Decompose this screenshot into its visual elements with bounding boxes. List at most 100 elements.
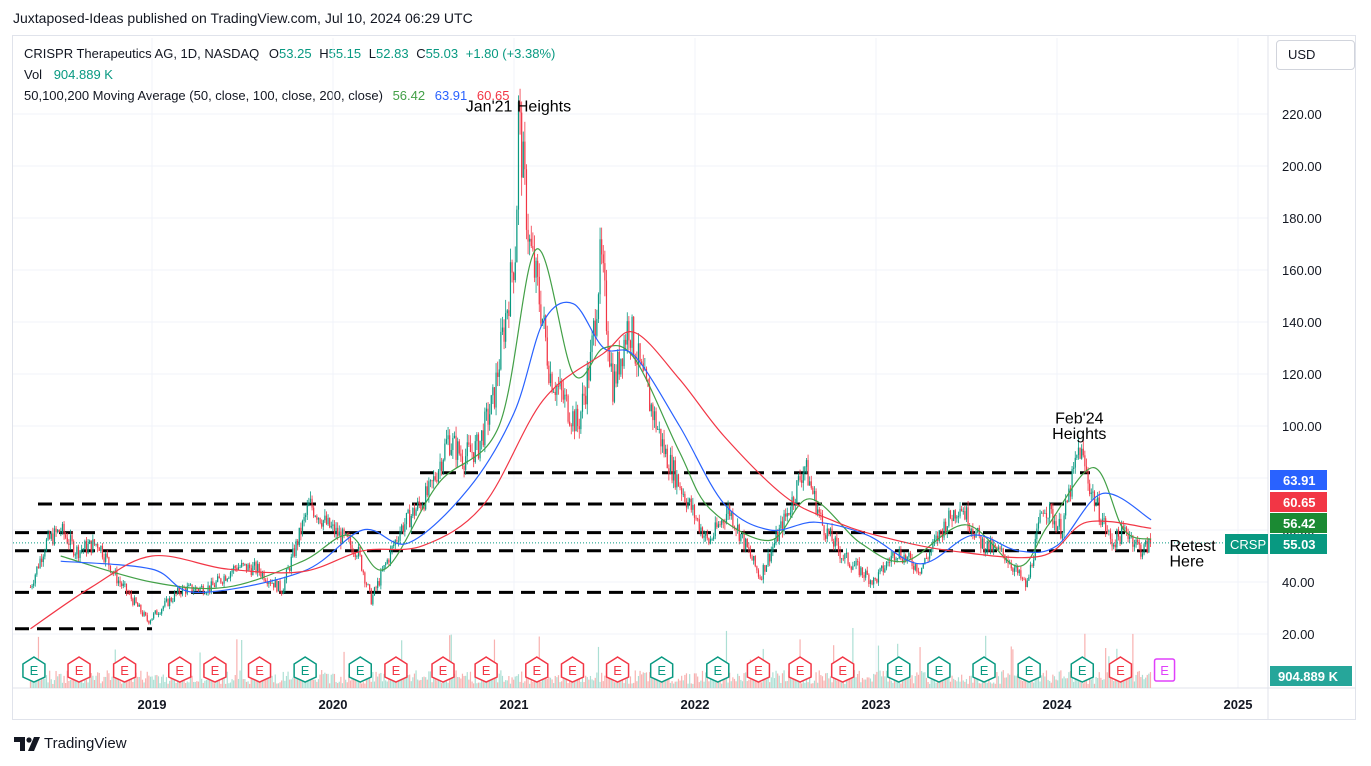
earnings-marker[interactable]: E [431, 656, 455, 683]
symbol-tag [1225, 534, 1268, 554]
volume-bar [546, 678, 548, 688]
volume-bar [153, 679, 155, 688]
candle-body [820, 512, 822, 515]
volume-bar [557, 675, 560, 688]
earnings-marker[interactable]: E [525, 656, 549, 683]
candle-body [831, 528, 833, 542]
earnings-marker[interactable]: E [348, 656, 373, 683]
earnings-badge [927, 656, 951, 683]
volume-bar [532, 681, 534, 688]
volume-bar [95, 675, 97, 688]
earnings-marker[interactable]: E [22, 656, 46, 683]
volume-bar [965, 679, 968, 688]
volume-bar [594, 677, 596, 688]
candle-body [793, 497, 795, 505]
earnings-label: E [532, 663, 541, 678]
volume-bar [809, 673, 811, 688]
candle-body [676, 474, 678, 488]
candle-body [783, 513, 785, 533]
earnings-marker[interactable]: E [67, 656, 91, 683]
volume-bar [653, 677, 656, 688]
volume-bar [1069, 670, 1072, 688]
candle-body [316, 516, 318, 520]
candle-body [887, 562, 889, 563]
earnings-marker[interactable]: E [887, 656, 911, 683]
volume-bar [196, 681, 198, 688]
earnings-marker[interactable]: E [1070, 656, 1095, 683]
volume-bar [309, 678, 312, 688]
volume-bar [337, 683, 339, 688]
currency-button[interactable]: USD [1276, 40, 1355, 70]
candle-body [330, 525, 332, 528]
annotation-label: Retest [1169, 538, 1216, 555]
earnings-marker[interactable]: E [927, 656, 951, 683]
volume-bar [361, 683, 363, 688]
candle-body [458, 441, 460, 454]
volume-bar [685, 673, 688, 688]
volume-tag [1270, 666, 1352, 686]
earnings-marker[interactable]: E [1153, 658, 1176, 682]
earnings-marker[interactable]: E [830, 656, 855, 683]
candle-body [45, 539, 48, 551]
earnings-marker[interactable]: E [746, 656, 771, 683]
volume-bar [836, 680, 838, 688]
candle-body [732, 512, 734, 527]
volume-bar [601, 672, 603, 688]
candle-body [773, 543, 776, 547]
earnings-label: E [935, 663, 944, 678]
earnings-marker[interactable]: E [560, 656, 585, 683]
volume-bar [1001, 671, 1003, 688]
annotation-label: Heights [1052, 426, 1106, 443]
earnings-marker[interactable]: E [1108, 656, 1133, 683]
candle-body [989, 539, 992, 551]
earnings-marker[interactable]: E [384, 656, 408, 683]
earnings-marker[interactable]: E [247, 656, 272, 683]
candle-body [761, 578, 763, 580]
candle-body [623, 339, 625, 367]
y-tick-label: 140.00 [1282, 315, 1322, 330]
candle-body [58, 529, 60, 533]
candle-body [271, 582, 273, 584]
earnings-marker[interactable]: E [788, 656, 812, 683]
earnings-badge [1070, 656, 1095, 683]
volume-bar [346, 682, 348, 688]
volume-bar [514, 676, 516, 688]
candle-body [412, 507, 414, 516]
volume-bar [777, 673, 779, 688]
earnings-marker[interactable]: E [474, 656, 498, 683]
candle-body [924, 558, 926, 565]
candle-body [217, 576, 219, 582]
earnings-marker[interactable]: E [706, 656, 730, 683]
earnings-marker[interactable]: E [168, 656, 192, 683]
candle-body [949, 510, 952, 519]
volume-bar [487, 676, 489, 688]
volume-bar [1071, 674, 1073, 688]
candle-body [909, 553, 912, 559]
low-label: L [368, 46, 377, 61]
earnings-marker[interactable]: E [112, 656, 137, 683]
earnings-marker[interactable]: E [1017, 656, 1041, 683]
volume-bar [42, 676, 44, 688]
candle-body [50, 533, 52, 539]
candle-body [657, 428, 659, 430]
candle-body [516, 209, 518, 263]
earnings-marker[interactable]: E [293, 656, 317, 683]
candle-body [372, 595, 374, 605]
candle-body [834, 537, 836, 547]
candle-body [980, 536, 982, 549]
volume-bar [1063, 676, 1065, 688]
earnings-marker[interactable]: E [605, 656, 630, 683]
candle-body [636, 363, 638, 365]
earnings-marker[interactable]: E [649, 656, 674, 683]
tradingview-logo[interactable]: TradingView [14, 735, 127, 752]
volume-bar [279, 682, 281, 688]
candle-body [92, 539, 94, 553]
earnings-label: E [1116, 663, 1125, 678]
earnings-marker[interactable]: E [203, 656, 227, 683]
candle-body [1052, 509, 1054, 525]
earnings-marker[interactable]: E [972, 656, 996, 683]
candle-body [1068, 488, 1070, 502]
volume-bar [740, 679, 742, 688]
candle-body [857, 561, 859, 562]
